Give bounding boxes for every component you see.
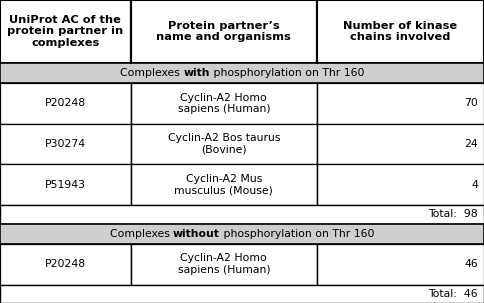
Bar: [0, 0, 131, 63]
Bar: [131, 83, 317, 124]
Text: 46: 46: [464, 259, 478, 269]
Bar: [0, 83, 131, 124]
Text: Number of kinase
chains involved: Number of kinase chains involved: [344, 21, 457, 42]
Bar: [317, 83, 484, 124]
Text: 24: 24: [464, 139, 478, 149]
Text: 4: 4: [471, 180, 478, 190]
Bar: [0, 244, 131, 285]
Bar: [131, 244, 317, 285]
Bar: [131, 0, 317, 63]
Bar: [0, 165, 131, 205]
Bar: [131, 165, 317, 205]
Text: P51943: P51943: [45, 180, 86, 190]
Bar: [317, 0, 484, 63]
Bar: [0, 124, 131, 165]
Text: Cyclin-A2 Homo
sapiens (Human): Cyclin-A2 Homo sapiens (Human): [178, 93, 270, 114]
Text: Total:  46: Total: 46: [428, 289, 478, 299]
Bar: [317, 244, 484, 285]
Bar: [0, 285, 484, 303]
Text: Complexes: Complexes: [109, 229, 173, 239]
Text: with: with: [183, 68, 210, 78]
Text: Cyclin-A2 Bos taurus
(Bovine): Cyclin-A2 Bos taurus (Bovine): [167, 133, 280, 155]
Text: phosphorylation on Thr 160: phosphorylation on Thr 160: [210, 68, 364, 78]
Bar: [317, 124, 484, 165]
Bar: [0, 224, 484, 244]
Bar: [0, 205, 484, 224]
Text: Cyclin-A2 Homo
sapiens (Human): Cyclin-A2 Homo sapiens (Human): [178, 253, 270, 275]
Text: UniProt AC of the
protein partner in
complexes: UniProt AC of the protein partner in com…: [7, 15, 123, 48]
Bar: [131, 124, 317, 165]
Text: phosphorylation on Thr 160: phosphorylation on Thr 160: [220, 229, 375, 239]
Text: Complexes: Complexes: [120, 68, 183, 78]
Text: P20248: P20248: [45, 98, 86, 108]
Bar: [317, 165, 484, 205]
Text: without: without: [173, 229, 220, 239]
Text: 70: 70: [464, 98, 478, 108]
Text: P20248: P20248: [45, 259, 86, 269]
Text: P30274: P30274: [45, 139, 86, 149]
Text: Protein partner’s
name and organisms: Protein partner’s name and organisms: [156, 21, 291, 42]
Text: Cyclin-A2 Mus
musculus (Mouse): Cyclin-A2 Mus musculus (Mouse): [174, 174, 273, 195]
Bar: [0, 63, 484, 83]
Text: Total:  98: Total: 98: [428, 209, 478, 219]
